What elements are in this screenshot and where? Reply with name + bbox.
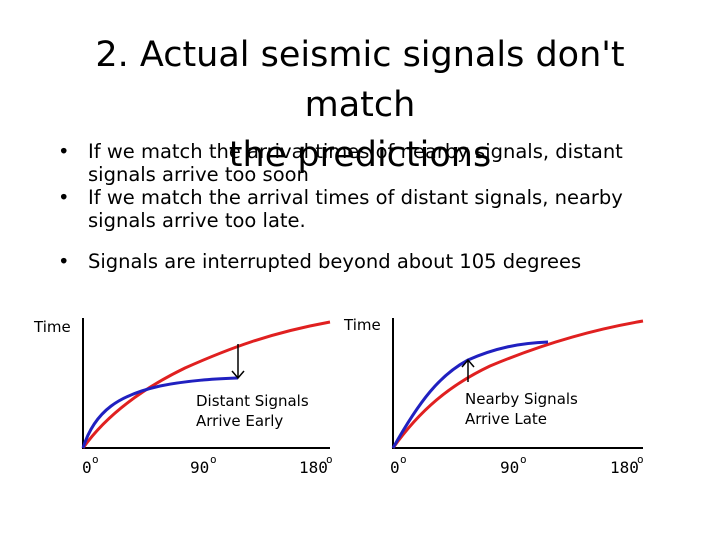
left-down-arrow-icon <box>231 344 245 380</box>
bullet-item: • If we match the arrival times of nearb… <box>58 140 658 186</box>
bullet-text: If we match the arrival times of distant… <box>88 186 623 232</box>
left-tick-0-degree: o <box>92 453 99 466</box>
bullet-dot: • <box>58 186 70 209</box>
right-graph: Time Nearby Signals Arrive Late 0 o 90 o… <box>343 316 644 477</box>
bullet-text: Signals are interrupted beyond about 105… <box>88 250 582 273</box>
left-tick-180-degree: o <box>326 453 333 466</box>
left-actual-curve <box>81 376 239 449</box>
bullet-text: If we match the arrival times of nearby … <box>88 140 623 186</box>
left-tick-0: 0 <box>82 458 92 477</box>
right-tick-0-degree: o <box>400 453 407 466</box>
right-annotation-line-2: Arrive Late <box>465 410 547 428</box>
left-annotation-line-2: Arrive Early <box>196 412 283 430</box>
right-up-arrow-icon <box>461 358 475 382</box>
bullet-item: • If we match the arrival times of dista… <box>58 186 658 232</box>
right-annotation-line-1: Nearby Signals <box>465 390 578 408</box>
left-y-axis-label: Time <box>33 318 71 336</box>
left-tick-90: 90 <box>190 458 209 477</box>
left-tick-180: 180 <box>299 458 328 477</box>
title-line-2: the predictions <box>228 135 492 175</box>
right-tick-90-degree: o <box>520 453 527 466</box>
left-annotation-line-1: Distant Signals <box>196 392 309 410</box>
right-tick-180-degree: o <box>637 453 644 466</box>
left-predicted-curve <box>81 320 331 449</box>
right-predicted-curve <box>391 319 644 449</box>
left-tick-90-degree: o <box>210 453 217 466</box>
bullet-list: • If we match the arrival times of nearb… <box>58 140 658 273</box>
right-y-axis-label: Time <box>343 316 381 334</box>
bullet-dot: • <box>58 140 70 163</box>
title-line-1: 2. Actual seismic signals don't match <box>95 35 625 125</box>
right-tick-0: 0 <box>390 458 400 477</box>
bullet-item: • Signals are interrupted beyond about 1… <box>58 250 658 273</box>
right-tick-90: 90 <box>500 458 519 477</box>
slide-title: 2. Actual seismic signals don't match th… <box>40 30 680 180</box>
bullet-dot: • <box>58 250 70 273</box>
left-graph: Time Distant Signals Arrive Early 0 o 90… <box>33 318 333 477</box>
travel-time-diagram: Time Distant Signals Arrive Early 0 o 90… <box>33 316 644 477</box>
right-tick-180: 180 <box>610 458 639 477</box>
